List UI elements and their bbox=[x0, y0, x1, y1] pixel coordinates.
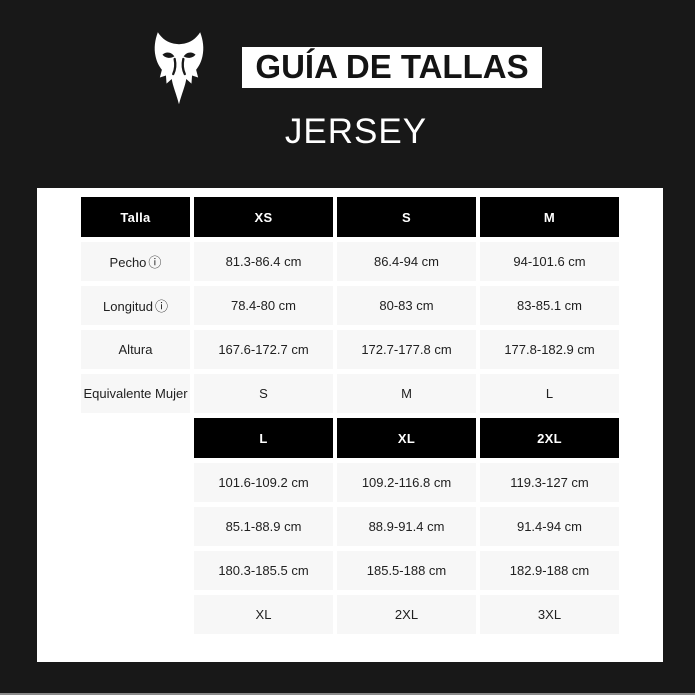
row-label-text: Pecho bbox=[109, 255, 147, 270]
blank-cell bbox=[81, 507, 190, 546]
blank-cell bbox=[81, 595, 190, 634]
cell-pecho-m: 94-101.6 cm bbox=[480, 242, 619, 281]
cell-pecho-l: 101.6-109.2 cm bbox=[194, 463, 333, 502]
cell-altura-2xl: 182.9-188 cm bbox=[480, 551, 619, 590]
size-table: Talla XS S M Pecho ⓘ 81.3-86.4 cm 86.4-94… bbox=[77, 192, 623, 639]
row-label-altura: Altura bbox=[81, 330, 190, 369]
header-cell-xl: XL bbox=[337, 418, 476, 458]
header-cell-talla: Talla bbox=[81, 197, 190, 237]
cell-equivalente-xl: 2XL bbox=[337, 595, 476, 634]
cell-altura-xl: 185.5-188 cm bbox=[337, 551, 476, 590]
row-altura-lower: 180.3-185.5 cm 185.5-188 cm 182.9-188 cm bbox=[81, 551, 619, 590]
header-cell-s: S bbox=[337, 197, 476, 237]
blank-cell bbox=[81, 463, 190, 502]
blank-cell bbox=[81, 551, 190, 590]
cell-longitud-s: 80-83 cm bbox=[337, 286, 476, 325]
header-row-top: Talla XS S M bbox=[81, 197, 619, 237]
cell-longitud-xs: 78.4-80 cm bbox=[194, 286, 333, 325]
row-altura: Altura 167.6-172.7 cm 172.7-177.8 cm 177… bbox=[81, 330, 619, 369]
row-equivalente-lower: XL 2XL 3XL bbox=[81, 595, 619, 634]
row-pecho-lower: 101.6-109.2 cm 109.2-116.8 cm 119.3-127 … bbox=[81, 463, 619, 502]
row-label-text: Longitud bbox=[103, 299, 153, 314]
cell-altura-m: 177.8-182.9 cm bbox=[480, 330, 619, 369]
cell-longitud-m: 83-85.1 cm bbox=[480, 286, 619, 325]
cell-equivalente-l: XL bbox=[194, 595, 333, 634]
row-equivalente-mujer: Equivalente Mujer S M L bbox=[81, 374, 619, 413]
cell-equivalente-2xl: 3XL bbox=[480, 595, 619, 634]
cell-equivalente-s: M bbox=[337, 374, 476, 413]
size-chart-panel: Talla XS S M Pecho ⓘ 81.3-86.4 cm 86.4-94… bbox=[37, 188, 663, 662]
cell-pecho-xl: 109.2-116.8 cm bbox=[337, 463, 476, 502]
cell-longitud-2xl: 91.4-94 cm bbox=[480, 507, 619, 546]
row-label-longitud: Longitud ⓘ bbox=[81, 286, 190, 325]
cell-altura-l: 180.3-185.5 cm bbox=[194, 551, 333, 590]
cell-equivalente-m: L bbox=[480, 374, 619, 413]
cell-longitud-l: 85.1-88.9 cm bbox=[194, 507, 333, 546]
header-row-bottom: L XL 2XL bbox=[81, 418, 619, 458]
page-title: GUÍA DE TALLAS bbox=[255, 48, 529, 85]
row-pecho: Pecho ⓘ 81.3-86.4 cm 86.4-94 cm 94-101.6 … bbox=[81, 242, 619, 281]
title-banner: GUÍA DE TALLAS bbox=[242, 47, 542, 88]
info-icon[interactable]: ⓘ bbox=[154, 299, 168, 314]
cell-pecho-xs: 81.3-86.4 cm bbox=[194, 242, 333, 281]
header-cell-m: M bbox=[480, 197, 619, 237]
cell-longitud-xl: 88.9-91.4 cm bbox=[337, 507, 476, 546]
header-cell-2xl: 2XL bbox=[480, 418, 619, 458]
cell-altura-s: 172.7-177.8 cm bbox=[337, 330, 476, 369]
cell-pecho-2xl: 119.3-127 cm bbox=[480, 463, 619, 502]
row-label-equivalente-mujer: Equivalente Mujer bbox=[81, 374, 190, 413]
cell-altura-xs: 167.6-172.7 cm bbox=[194, 330, 333, 369]
header-cell-l: L bbox=[194, 418, 333, 458]
cell-equivalente-xs: S bbox=[194, 374, 333, 413]
fox-head-icon bbox=[150, 31, 208, 109]
blank-cell bbox=[81, 418, 190, 458]
row-longitud-lower: 85.1-88.9 cm 88.9-91.4 cm 91.4-94 cm bbox=[81, 507, 619, 546]
info-icon[interactable]: ⓘ bbox=[148, 255, 162, 270]
product-title: JERSEY bbox=[284, 112, 428, 151]
bottom-edge-divider bbox=[0, 693, 695, 695]
cell-pecho-s: 86.4-94 cm bbox=[337, 242, 476, 281]
row-longitud: Longitud ⓘ 78.4-80 cm 80-83 cm 83-85.1 cm bbox=[81, 286, 619, 325]
header-cell-xs: XS bbox=[194, 197, 333, 237]
row-label-pecho: Pecho ⓘ bbox=[81, 242, 190, 281]
